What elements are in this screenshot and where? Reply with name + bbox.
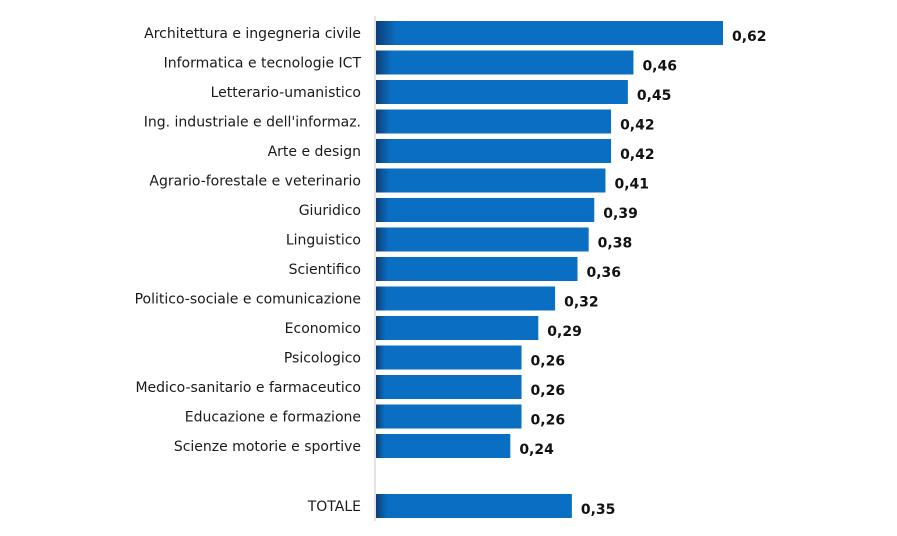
bar-row-informatica-e-tecnologie-ict: Informatica e tecnologie ICT 0,46: [164, 50, 677, 75]
category-label: Scienze motorie e sportive: [174, 439, 361, 455]
value-label: 0,41: [614, 177, 649, 193]
bar: [376, 80, 628, 104]
category-label: Psicologico: [284, 351, 361, 367]
bar: [376, 434, 511, 458]
bar-row-arte-e-design: Arte e design 0,42: [268, 139, 655, 163]
value-label: 0,38: [598, 236, 633, 252]
value-label: 0,42: [620, 118, 655, 134]
bar-row-linguistico: Linguistico 0,38: [286, 227, 633, 252]
bar-row-totale: TOTALE 0,35: [307, 494, 616, 518]
bar: [376, 404, 522, 429]
category-label: Economico: [285, 321, 361, 337]
value-label: 0,35: [581, 502, 616, 518]
value-label: 0,36: [586, 265, 621, 281]
value-label: 0,39: [603, 206, 638, 222]
category-label: Letterario-umanistico: [211, 85, 361, 101]
value-label: 0,26: [531, 354, 566, 370]
category-label: Scientifico: [289, 262, 361, 278]
bar: [376, 198, 595, 222]
bar-row-architettura-e-ingegneria-civile: Architettura e ingegneria civile 0,62: [144, 21, 767, 45]
category-label: Ing. industriale e dell'informaz.: [144, 115, 361, 131]
value-label: 0,26: [531, 413, 566, 429]
bar: [376, 168, 606, 193]
bar: [376, 345, 522, 370]
bar-row-scienze-motorie-e-sportive: Scienze motorie e sportive 0,24: [174, 434, 554, 458]
value-label: 0,46: [642, 59, 677, 75]
bar-row-letterario-umanistico: Letterario-umanistico 0,45: [211, 80, 672, 104]
bar: [376, 50, 634, 75]
category-label: Linguistico: [286, 233, 361, 249]
value-label: 0,62: [732, 29, 767, 45]
bar: [376, 316, 539, 340]
category-label: Agrario-forestale e veterinario: [149, 174, 361, 190]
bars-group: Architettura e ingegneria civile 0,62 Info…: [135, 21, 767, 518]
bar-row-medico-sanitario-e-farmaceutico: Medico-sanitario e farmaceutico 0,26: [135, 375, 565, 399]
bar: [376, 375, 522, 399]
category-label: TOTALE: [307, 499, 361, 515]
category-label: Giuridico: [299, 203, 361, 219]
bar-row-giuridico: Giuridico 0,39: [299, 198, 638, 222]
bar-row-agrario-forestale-e-veterinario: Agrario-forestale e veterinario 0,41: [149, 168, 649, 193]
bar-row-educazione-e-formazione: Educazione e formazione 0,26: [185, 404, 566, 429]
bar: [376, 109, 612, 134]
category-label: Informatica e tecnologie ICT: [164, 56, 362, 72]
category-label: Architettura e ingegneria civile: [144, 26, 361, 42]
bar-row-ing-industriale-e-dell-informaz: Ing. industriale e dell'informaz. 0,42: [144, 109, 655, 134]
bar-row-psicologico: Psicologico 0,26: [284, 345, 566, 370]
value-label: 0,32: [564, 295, 599, 311]
bar-row-economico: Economico 0,29: [285, 316, 582, 340]
bar: [376, 257, 578, 281]
value-label: 0,42: [620, 147, 655, 163]
value-label: 0,45: [637, 88, 672, 104]
value-label: 0,24: [519, 442, 554, 458]
category-label: Politico-sociale e comunicazione: [135, 292, 361, 308]
bar-row-politico-sociale-e-comunicazione: Politico-sociale e comunicazione 0,32: [135, 286, 599, 311]
bar-row-scientifico: Scientifico 0,36: [289, 257, 621, 281]
bar: [376, 139, 612, 163]
value-label: 0,26: [531, 383, 566, 399]
bar: [376, 494, 572, 518]
category-label: Medico-sanitario e farmaceutico: [135, 380, 361, 396]
category-label: Arte e design: [268, 144, 361, 160]
bar: [376, 21, 723, 45]
bar: [376, 227, 589, 252]
bar: [376, 286, 556, 311]
category-label: Educazione e formazione: [185, 410, 361, 426]
value-label: 0,29: [547, 324, 582, 340]
